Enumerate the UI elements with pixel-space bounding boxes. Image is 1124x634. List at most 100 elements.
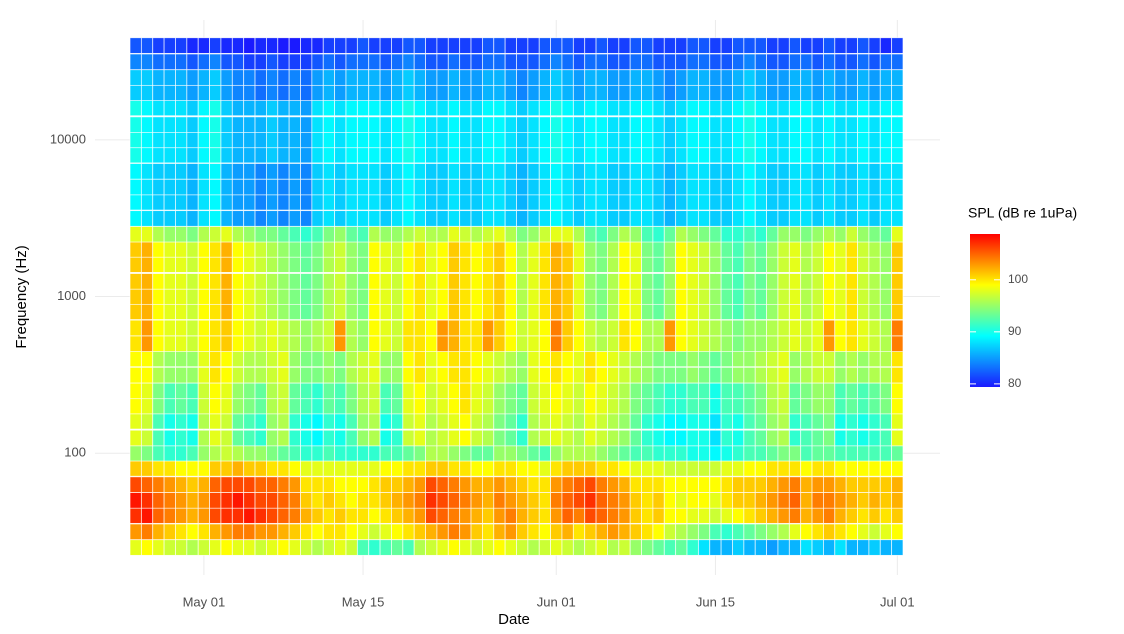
heat-cell xyxy=(584,319,597,337)
heat-cell xyxy=(209,193,222,211)
heat-cell xyxy=(868,193,881,211)
heat-cell xyxy=(629,350,642,368)
heat-cell xyxy=(675,241,688,258)
heat-cell xyxy=(663,225,677,243)
heat-cell xyxy=(675,444,688,462)
heat-cell xyxy=(629,476,642,493)
heat-cell xyxy=(504,116,517,133)
heat-cell xyxy=(868,99,881,117)
heat-cell xyxy=(595,319,608,337)
heat-cell xyxy=(197,37,210,54)
heat-cell xyxy=(584,492,597,509)
heat-cell xyxy=(527,412,540,430)
heat-cell xyxy=(436,84,449,101)
heat-cell xyxy=(857,319,870,337)
heat-cell xyxy=(402,256,415,273)
heat-cell xyxy=(129,429,142,447)
heat-cell xyxy=(663,366,677,384)
heat-cell xyxy=(152,37,165,54)
heat-cell xyxy=(186,507,199,524)
heat-cell xyxy=(209,335,222,352)
heat-cell xyxy=(754,476,767,493)
heat-cell xyxy=(697,146,711,164)
cells xyxy=(129,37,904,556)
heat-cell xyxy=(197,116,210,133)
heat-cell xyxy=(743,241,756,258)
heat-cell xyxy=(697,84,711,101)
heat-cell xyxy=(266,523,279,541)
heat-cell xyxy=(891,460,904,477)
heat-cell xyxy=(345,319,358,337)
heat-cell xyxy=(175,225,188,243)
heat-cell xyxy=(391,225,404,243)
heat-cell xyxy=(652,225,665,243)
y-tick-label: 1000 xyxy=(57,288,86,303)
heat-cell xyxy=(720,460,733,477)
heat-cell xyxy=(834,412,847,430)
heat-cell xyxy=(629,288,642,305)
heat-cell xyxy=(163,116,176,133)
heat-cell xyxy=(243,507,256,524)
heat-cell xyxy=(447,210,461,227)
heat-cell xyxy=(425,84,438,101)
heat-cell xyxy=(879,492,893,509)
heat-cell xyxy=(493,429,506,447)
heat-cell xyxy=(811,539,824,556)
heat-cell xyxy=(277,193,290,211)
heat-cell xyxy=(311,523,324,541)
heat-cell xyxy=(516,163,529,180)
heat-cell xyxy=(163,241,176,258)
heat-cell xyxy=(288,178,301,196)
heat-cell xyxy=(823,366,836,384)
heat-cell xyxy=(823,99,836,117)
heat-cell xyxy=(868,429,881,447)
heat-cell xyxy=(607,163,620,180)
heat-cell xyxy=(459,53,472,71)
heat-cell xyxy=(550,99,563,117)
heat-cell xyxy=(891,397,904,415)
heat-cell xyxy=(754,366,767,384)
heat-cell xyxy=(197,397,210,415)
heat-cell xyxy=(254,412,267,430)
heat-cell xyxy=(459,241,472,258)
heat-cell xyxy=(140,366,154,384)
heat-cell xyxy=(481,193,495,211)
heat-cell xyxy=(334,335,347,352)
heat-cell xyxy=(516,366,529,384)
heat-cell xyxy=(732,539,745,556)
heat-cell xyxy=(197,350,210,368)
heat-cell xyxy=(368,350,381,368)
heat-cell xyxy=(584,382,597,400)
heat-cell xyxy=(459,492,472,509)
heat-cell xyxy=(425,288,438,305)
heat-cell xyxy=(470,116,483,133)
heat-cell xyxy=(686,397,699,415)
heat-cell xyxy=(879,37,893,54)
heat-cell xyxy=(379,303,392,320)
heat-cell xyxy=(743,539,756,556)
heat-cell xyxy=(823,444,836,462)
heat-cell xyxy=(413,163,426,180)
heat-cell xyxy=(425,53,438,71)
heat-cell xyxy=(288,350,301,368)
heat-cell xyxy=(436,210,449,227)
heat-cell xyxy=(311,241,324,258)
heat-cell xyxy=(470,273,483,290)
heat-cell xyxy=(277,444,290,462)
heat-cell xyxy=(834,397,847,415)
heat-cell xyxy=(311,412,324,430)
heat-cell xyxy=(675,319,688,337)
heat-cell xyxy=(152,178,165,196)
heat-cell xyxy=(800,507,813,524)
heat-cell xyxy=(129,84,142,101)
heat-cell xyxy=(209,492,222,509)
heat-cell xyxy=(709,288,722,305)
heat-cell xyxy=(697,273,711,290)
heat-cell xyxy=(504,523,517,541)
heat-cell xyxy=(197,53,210,71)
heat-cell xyxy=(481,319,495,337)
heat-cell xyxy=(345,163,358,180)
heat-cell xyxy=(129,335,142,352)
heat-cell xyxy=(868,146,881,164)
heat-cell xyxy=(140,476,154,493)
